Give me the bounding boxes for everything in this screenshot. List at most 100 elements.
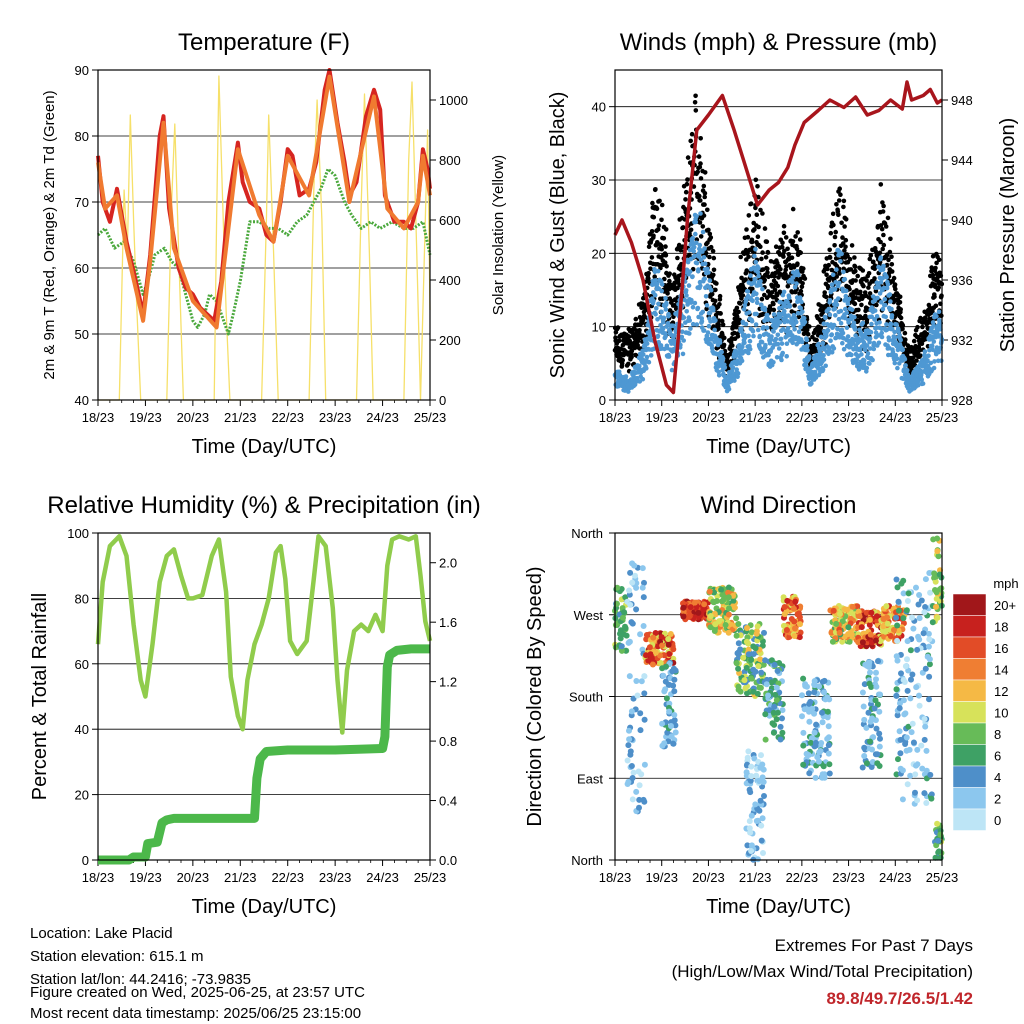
wind-point [739,329,745,335]
gust-point [881,232,886,238]
direction-point [781,611,788,618]
legend-swatch [952,787,987,810]
wind-point [690,304,696,310]
wind-point [867,336,873,341]
x-tick-label: 23/23 [832,870,865,885]
direction-point [659,642,666,649]
direction-point [661,688,668,695]
wind-point [690,235,696,241]
wind-point [690,274,695,279]
wind-point [700,229,706,235]
direction-point [633,606,640,613]
direction-point [753,630,760,637]
direction-point [842,606,848,613]
direction-point [745,651,752,658]
gust-point [746,213,752,218]
wind-point [745,289,751,294]
wind-point [654,306,659,311]
y-tick-label: 90 [75,63,89,78]
wind-point [881,263,886,269]
direction-point [913,762,919,769]
wind-point [934,314,939,319]
legend-swatch [952,636,987,659]
wind-point [804,337,810,343]
gust-point [798,288,804,294]
direction-point [633,584,640,591]
wind-point [758,278,763,284]
direction-point [621,609,628,616]
gust-point [929,265,934,270]
wind-point [846,320,851,325]
direction-point [680,604,687,611]
direction-point [868,684,875,690]
direction-point [915,633,922,640]
direction-point [752,645,759,652]
direction-point [907,772,914,779]
wind-point [623,374,629,379]
direction-point [926,661,933,668]
gust-point [824,272,829,278]
x-axis-label: Time (Day/UTC) [192,896,337,918]
direction-point [934,837,941,844]
x-tick-label: 23/23 [319,410,352,425]
wind-point [836,316,842,322]
wind-point [807,354,812,359]
wind-point [640,348,645,354]
wind-point [761,325,766,330]
direction-point [737,646,744,653]
humidity-precip-panel: 0 20 40 60 80 100 0.0 0.4 0.8 1.2 1.6 2.0 18/23 19/23… [29,492,481,918]
direction-point [773,684,780,691]
direction-point [909,614,915,621]
direction-point [811,678,818,684]
gust-point [709,291,715,297]
direction-point [936,848,942,855]
gust-point [693,108,699,113]
direction-point [618,643,625,650]
direction-point [744,625,750,631]
direction-point [876,708,883,715]
direction-point [733,615,740,622]
x-tick-label: 21/23 [224,410,257,425]
elevation-text: Station elevation: 615.1 m [30,948,203,965]
extremes-subtitle: (High/Low/Max Wind/Total Precipitation) [672,962,973,981]
wind-point [663,307,669,312]
direction-point [908,676,914,683]
gust-point [745,234,751,240]
direction-point [779,715,785,722]
direction-point [925,630,932,637]
wind-point [852,327,858,332]
direction-point [735,683,742,690]
direction-point [934,614,941,621]
y2-tick-label: 200 [439,333,461,348]
wind-point [743,321,749,327]
direction-point [926,636,933,643]
gust-point [685,155,691,160]
wind-point [688,326,693,331]
gust-point [697,164,703,170]
gust-point [852,301,858,307]
wind-point [882,302,888,308]
y-tick-label: North [571,853,603,868]
wind-point [851,320,857,326]
wind-point [888,321,894,327]
direction-point [640,796,647,803]
gust-point [664,264,669,269]
y2-tick-label: 0.0 [439,853,457,868]
wind-point [832,286,838,292]
direction-point [666,681,673,688]
x-axis-label: Time (Day/UTC) [706,436,851,458]
x-tick-label: 22/23 [786,870,819,885]
gust-point [863,313,868,319]
direction-point [671,688,678,695]
gust-point [712,298,718,304]
gust-point [744,268,749,273]
direction-point [710,599,717,606]
gust-point [829,267,835,273]
direction-point [612,622,619,628]
gust-point [828,230,834,236]
wind-point [833,280,838,285]
direction-point [641,761,648,768]
direction-point [773,716,780,723]
direction-point [779,729,786,736]
direction-point [625,742,632,749]
